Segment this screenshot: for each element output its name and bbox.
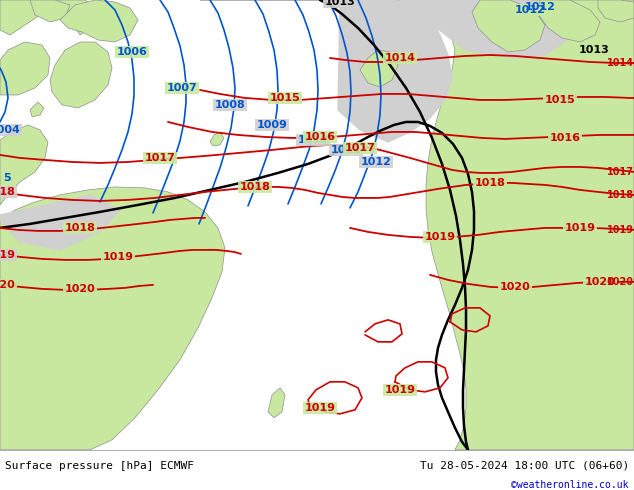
Text: 1019: 1019 [384,385,415,395]
Text: 1020: 1020 [65,284,95,294]
Polygon shape [0,0,100,35]
Polygon shape [400,0,570,58]
Text: 1006: 1006 [117,47,148,57]
Polygon shape [0,187,225,450]
Polygon shape [598,0,634,22]
Polygon shape [360,50,398,87]
Text: 1019: 1019 [103,252,134,262]
Text: 1019: 1019 [304,403,335,413]
Polygon shape [50,42,112,108]
Text: ©weatheronline.co.uk: ©weatheronline.co.uk [512,480,629,490]
Text: 1018: 1018 [240,182,271,192]
Text: 1011: 1011 [330,145,361,155]
Text: 1004: 1004 [0,125,20,135]
Polygon shape [472,0,545,52]
Text: 1016: 1016 [304,132,335,142]
Polygon shape [268,388,285,418]
Text: 1012: 1012 [515,5,545,15]
Text: 1007: 1007 [167,83,197,93]
Text: 1017: 1017 [145,153,176,163]
Text: 1013: 1013 [325,0,356,7]
Text: 1015: 1015 [545,95,576,105]
Text: 1014: 1014 [607,58,634,68]
Polygon shape [0,42,50,95]
Text: 1010: 1010 [297,135,328,145]
Text: 1020: 1020 [0,280,15,290]
Polygon shape [538,0,600,42]
Text: 1018: 1018 [475,178,505,188]
Text: 1018: 1018 [0,187,15,197]
Text: 1009: 1009 [257,120,287,130]
Polygon shape [472,0,545,52]
Text: 1012: 1012 [524,2,555,12]
Text: 1013: 1013 [579,45,609,55]
Polygon shape [352,35,382,70]
Polygon shape [598,0,634,22]
Polygon shape [200,0,634,450]
Text: 1020: 1020 [585,277,616,287]
Polygon shape [348,65,382,100]
Text: 1019: 1019 [0,250,15,260]
Text: 1019: 1019 [425,232,455,242]
Polygon shape [30,0,70,22]
Text: 1019: 1019 [607,225,634,235]
Polygon shape [538,0,600,42]
Text: 1019: 1019 [564,223,595,233]
Text: 1020: 1020 [500,282,531,292]
Polygon shape [210,132,224,146]
Text: 1020: 1020 [607,277,634,287]
Polygon shape [60,0,138,42]
Text: 5: 5 [3,173,11,183]
Text: 1012: 1012 [361,157,391,167]
Text: 1018: 1018 [65,223,96,233]
Polygon shape [30,102,44,117]
Text: 1015: 1015 [269,93,301,103]
Text: Surface pressure [hPa] ECMWF: Surface pressure [hPa] ECMWF [5,461,194,470]
Text: 1008: 1008 [215,100,245,110]
Text: 1017: 1017 [607,167,634,177]
Text: 1017: 1017 [344,143,375,153]
Text: Tu 28-05-2024 18:00 UTC (06+60): Tu 28-05-2024 18:00 UTC (06+60) [420,461,629,470]
Text: 1014: 1014 [384,53,415,63]
Polygon shape [0,125,48,205]
Text: 1018: 1018 [607,190,634,200]
Polygon shape [0,195,120,250]
Polygon shape [338,0,452,142]
Text: 1016: 1016 [550,133,581,143]
